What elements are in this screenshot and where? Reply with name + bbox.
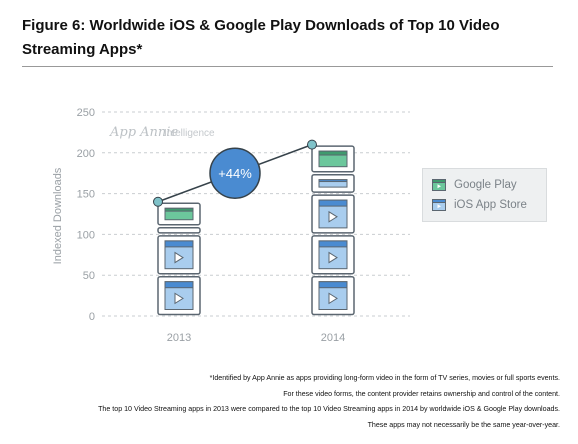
tile-header	[318, 240, 348, 248]
google-play-icon	[432, 179, 446, 191]
tile-header	[318, 179, 348, 183]
growth-bubble	[209, 147, 261, 199]
legend-item-ios: iOS App Store	[432, 197, 527, 213]
video-tile	[311, 235, 355, 275]
play-icon	[328, 251, 338, 264]
figure-title: Figure 6: Worldwide iOS & Google Play Do…	[22, 17, 500, 58]
tile-header	[164, 281, 194, 289]
legend-label-google-play: Google Play	[454, 179, 517, 191]
play-icon	[328, 292, 338, 305]
stacked-bars	[157, 145, 355, 316]
chart-legend: Google Play iOS App Store	[422, 168, 547, 222]
watermark-suffix: Intelligence	[164, 128, 215, 139]
footnote-line: These apps may not necessarily be the sa…	[367, 420, 560, 429]
footnote-line: For these video forms, the content provi…	[283, 389, 560, 398]
footnote-line: *Identified by App Annie as apps providi…	[209, 374, 560, 382]
play-icon	[174, 251, 184, 264]
video-tile	[157, 275, 201, 316]
watermark-brand: App Annie	[109, 125, 178, 140]
video-tile	[311, 173, 355, 193]
footnotes: *Identified by App Annie as apps providi…	[0, 371, 560, 433]
x-tick-label: 2014	[321, 332, 345, 344]
y-tick-label: 100	[77, 229, 95, 241]
play-icon	[328, 210, 338, 223]
bar-stack-2014	[311, 145, 355, 316]
bar-segment-ios	[311, 173, 355, 316]
y-axis-label: Indexed Downloads	[52, 167, 64, 264]
bar-segment-ios	[157, 226, 201, 316]
tile-header	[164, 207, 194, 212]
tile-header	[318, 281, 348, 289]
tile-frame	[157, 226, 201, 234]
video-tile	[157, 235, 201, 275]
y-tick-label: 0	[89, 311, 95, 323]
footnote-line: The top 10 Video Streaming apps in 2013 …	[98, 405, 560, 413]
legend-label-ios: iOS App Store	[454, 199, 527, 211]
bar-stack-2013	[157, 202, 201, 316]
gridlines	[102, 111, 410, 317]
downloads-chart: 0 50 100 150 200 250 Indexed Downloads App An…	[52, 107, 410, 344]
bar-segment-google-play	[311, 145, 355, 173]
title-divider	[22, 66, 553, 67]
y-tick-label: 250	[77, 107, 95, 119]
play-icon	[174, 292, 184, 305]
trend-point-2013	[153, 196, 163, 207]
video-tile	[311, 145, 355, 173]
x-tick-labels: 2013 2014	[167, 332, 345, 344]
tile-header	[164, 240, 194, 248]
video-tile	[157, 226, 201, 234]
watermark: App Annie Intelligence	[109, 125, 215, 140]
y-tick-label: 50	[83, 270, 95, 282]
tile-header	[318, 199, 348, 207]
growth-label: +44%	[218, 166, 252, 181]
y-tick-label: 200	[77, 148, 95, 160]
video-tile	[311, 194, 355, 234]
bar-segment-google-play	[157, 202, 201, 226]
y-tick-labels: 0 50 100 150 200 250	[77, 107, 95, 323]
x-tick-label: 2013	[167, 332, 191, 344]
ios-app-store-icon	[432, 199, 446, 211]
video-tile	[157, 202, 201, 226]
trend-line: +44%	[153, 139, 317, 207]
y-tick-label: 150	[77, 189, 95, 201]
trend-point-2014	[307, 139, 317, 150]
legend-item-google-play: Google Play	[432, 177, 517, 193]
tile-header	[318, 150, 348, 156]
video-tile	[311, 275, 355, 316]
